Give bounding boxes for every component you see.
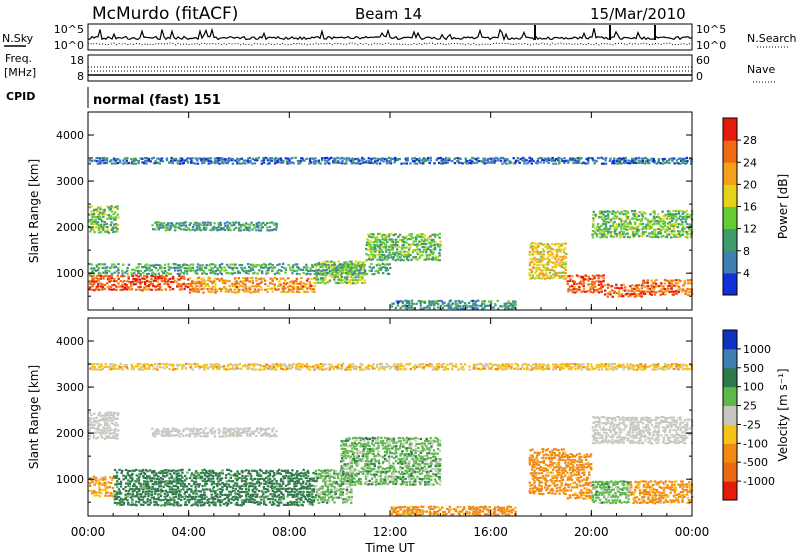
- y-tick-label: 2000: [56, 221, 84, 234]
- velocity-colorbar: 1000 500 100 25 -25 -100 -500 -1000 Velocity [m …: [723, 330, 790, 501]
- freq-tick-top: 18: [70, 54, 84, 67]
- data-band-6: [151, 221, 278, 231]
- x-tick-label: 12:00: [373, 525, 408, 539]
- cpid-label: CPID: [6, 90, 35, 103]
- nsky-trace: [88, 28, 692, 39]
- colorbar-tick-label: -25: [743, 418, 761, 431]
- y-axis-label: Slant Range [km]: [27, 159, 41, 263]
- x-tick-label: 20:00: [574, 525, 609, 539]
- colorbar-tick-label: -1000: [743, 475, 775, 488]
- colorbar-segment: [723, 481, 737, 500]
- y-tick-label: 1000: [56, 267, 84, 280]
- y-axis-label: Slant Range [km]: [27, 365, 41, 469]
- y-tick-label: 4000: [56, 335, 84, 348]
- y-tick-label: 3000: [56, 175, 84, 188]
- colorbar-segment: [723, 162, 737, 185]
- colorbar-segment: [723, 330, 737, 349]
- cpid-value: normal (fast) 151: [93, 93, 221, 108]
- x-tick-label: 04:00: [171, 525, 206, 539]
- nsky-label: N.Sky: [2, 32, 34, 45]
- noise-tick-left-bottom: 10^0: [54, 39, 84, 52]
- time-axis: 00:00 04:00 08:00 12:00 16:00 20:00 00:00: [71, 525, 710, 539]
- colorbar-tick-label: 1000: [743, 343, 771, 356]
- freq-label: Freq.: [5, 52, 32, 65]
- y-tick-label: 4000: [56, 129, 84, 142]
- nsearch-label: N.Search: [747, 32, 797, 45]
- nave-tick-top: 60: [696, 54, 710, 67]
- x-tick-label: 00:00: [71, 525, 106, 539]
- noise-tick-left-top: 10^5: [54, 23, 84, 36]
- colorbar-segment: [723, 387, 737, 406]
- beam-title: Beam 14: [355, 5, 422, 23]
- colorbar-tick-label: 24: [743, 156, 757, 169]
- colorbar-tick-label: -100: [743, 437, 768, 450]
- colorbar-tick-label: 20: [743, 178, 757, 191]
- freq-unit: [MHz]: [4, 66, 36, 79]
- freq-tick-bottom: 8: [77, 70, 84, 83]
- freq-nave-panel: [88, 55, 692, 81]
- colorbar-tick-label: 100: [743, 381, 764, 394]
- colorbar-tick-label: 500: [743, 362, 764, 375]
- x-tick-label: 16:00: [473, 525, 508, 539]
- noise-traces: [88, 25, 692, 45]
- power-colorbar-label: Power [dB]: [776, 174, 790, 239]
- power-panel: 1000 2000 3000 4000 Slant Range [km]: [27, 112, 694, 310]
- colorbar-segment: [723, 140, 737, 163]
- nave-label: Nave: [747, 63, 775, 76]
- colorbar-tick-label: 28: [743, 134, 757, 147]
- y-tick-label: 1000: [56, 473, 84, 486]
- y-tick-label: 2000: [56, 427, 84, 440]
- noise-tick-right-bottom: 10^0: [696, 39, 726, 52]
- velocity-colorbar-label: Velocity [m s⁻¹]: [776, 368, 790, 461]
- colorbar-tick-label: 8: [743, 245, 750, 258]
- colorbar-segment: [723, 462, 737, 481]
- colorbar-segment: [723, 406, 737, 425]
- colorbar-segment: [723, 251, 737, 274]
- colorbar-segment: [723, 368, 737, 387]
- date-title: 15/Mar/2010: [590, 5, 686, 23]
- x-axis-title: Time UT: [364, 541, 415, 554]
- colorbar-segment: [723, 443, 737, 462]
- colorbar-tick-label: 12: [743, 223, 757, 236]
- colorbar-segment: [723, 273, 737, 296]
- colorbar-segment: [723, 207, 737, 230]
- station-title: McMurdo (fitACF): [92, 4, 238, 24]
- colorbar-segment: [723, 424, 737, 443]
- noise-tick-right-top: 10^5: [696, 23, 726, 36]
- power-colorbar: 28 24 20 16 12 8 4 Power [dB]: [723, 118, 790, 296]
- colorbar-segment: [723, 349, 737, 368]
- colorbar-tick-label: 16: [743, 201, 757, 214]
- nave-tick-bottom: 0: [696, 70, 703, 83]
- x-tick-label: 08:00: [272, 525, 307, 539]
- colorbar-tick-label: -500: [743, 456, 768, 469]
- colorbar-segment: [723, 184, 737, 207]
- y-tick-label: 3000: [56, 381, 84, 394]
- velocity-panel: 1000 2000 3000 4000 Slant Range [km]: [27, 318, 693, 516]
- colorbar-segment: [723, 229, 737, 252]
- colorbar-tick-label: 4: [743, 267, 750, 280]
- x-tick-label: 00:00: [675, 525, 710, 539]
- colorbar-segment: [723, 118, 737, 141]
- colorbar-tick-label: 25: [743, 400, 757, 413]
- nsearch-trace: [88, 43, 692, 45]
